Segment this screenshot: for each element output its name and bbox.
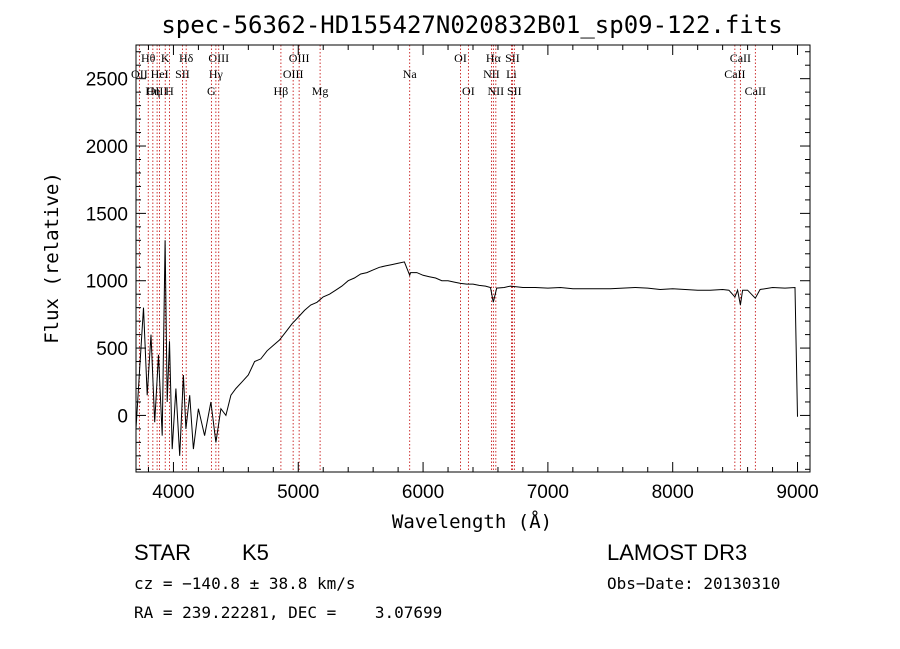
spectral-line-label: CaII — [745, 84, 766, 98]
spectral-line-label: Hθ — [141, 51, 156, 65]
x-tick-label: 4000 — [152, 482, 194, 503]
spectral-line-label: Na — [403, 67, 418, 81]
spectral-line-label: OI — [462, 84, 475, 98]
spectral-line-label: Hδ — [179, 51, 194, 65]
x-axis-label: Wavelength (Å) — [392, 510, 552, 533]
y-tick-label: 2000 — [86, 137, 128, 158]
y-tick-label: 0 — [117, 406, 128, 427]
spectrum-line — [135, 240, 798, 456]
spectral-line-label: NII — [488, 84, 505, 98]
spectral-line-label: Hβ — [274, 84, 289, 98]
survey-name: LAMOST DR3 — [607, 540, 748, 565]
spectral-line-label: HeI — [151, 67, 169, 81]
x-tick-label: 5000 — [277, 482, 319, 503]
y-tick-label: 1500 — [86, 204, 128, 225]
spectral-line-label: NII — [483, 67, 500, 81]
spectrum-chart: spec-56362-HD155427N020832B01_sp09-122.f… — [41, 11, 819, 533]
x-tick-label: 9000 — [776, 482, 818, 503]
spectral-line-label: CaII — [730, 51, 751, 65]
x-tick-label: 7000 — [527, 482, 569, 503]
spectral-line-label: K — [161, 51, 170, 65]
spectral-line-label: OIII — [208, 51, 229, 65]
spectral-line-label: CaII — [724, 67, 745, 81]
spectral-line-label: Hγ — [209, 67, 224, 81]
spectral-line-label: G — [207, 84, 216, 98]
spectral-line-label: Li — [506, 67, 517, 81]
plot-frame — [135, 44, 811, 473]
spectral-subclass: K5 — [242, 540, 269, 565]
redshift-velocity: cz = −140.8 ± 38.8 km/s — [134, 574, 356, 593]
spectral-line-label: Hα — [486, 51, 502, 65]
x-tick-label: 6000 — [402, 482, 444, 503]
observation-date: Obs−Date: 20130310 — [607, 574, 781, 593]
coordinates: RA = 239.22281, DEC = 3.07699 — [134, 603, 443, 622]
spectrum-series — [135, 240, 798, 456]
spectral-line-label: Hη — [145, 84, 160, 98]
spectral-line-label: SII — [507, 84, 522, 98]
spectral-line-label: OII — [131, 67, 148, 81]
spectral-line-label: OIII — [147, 84, 168, 98]
axis-ticks: 4000 5000 6000 7000 8000 9000 0 500 1000 1500 2000… — [86, 45, 819, 503]
spectral-line-label: OIII — [289, 51, 310, 65]
spectral-line-label: SII — [175, 67, 190, 81]
object-class: STAR — [134, 540, 192, 565]
x-tick-label: 8000 — [652, 482, 694, 503]
chart-title: spec-56362-HD155427N020832B01_sp09-122.f… — [161, 11, 782, 39]
y-tick-label: 500 — [96, 339, 128, 360]
spectral-line-label: Mg — [312, 84, 329, 98]
y-tick-label: 2500 — [86, 70, 128, 91]
y-tick-label: 1000 — [86, 272, 128, 293]
spectral-line-label: SII — [505, 51, 520, 65]
spectral-line-label: OI — [454, 51, 467, 65]
spectral-line-label: OIII — [283, 67, 304, 81]
spectral-line-label: H — [165, 84, 174, 98]
y-axis-label: Flux (relative) — [41, 172, 63, 344]
